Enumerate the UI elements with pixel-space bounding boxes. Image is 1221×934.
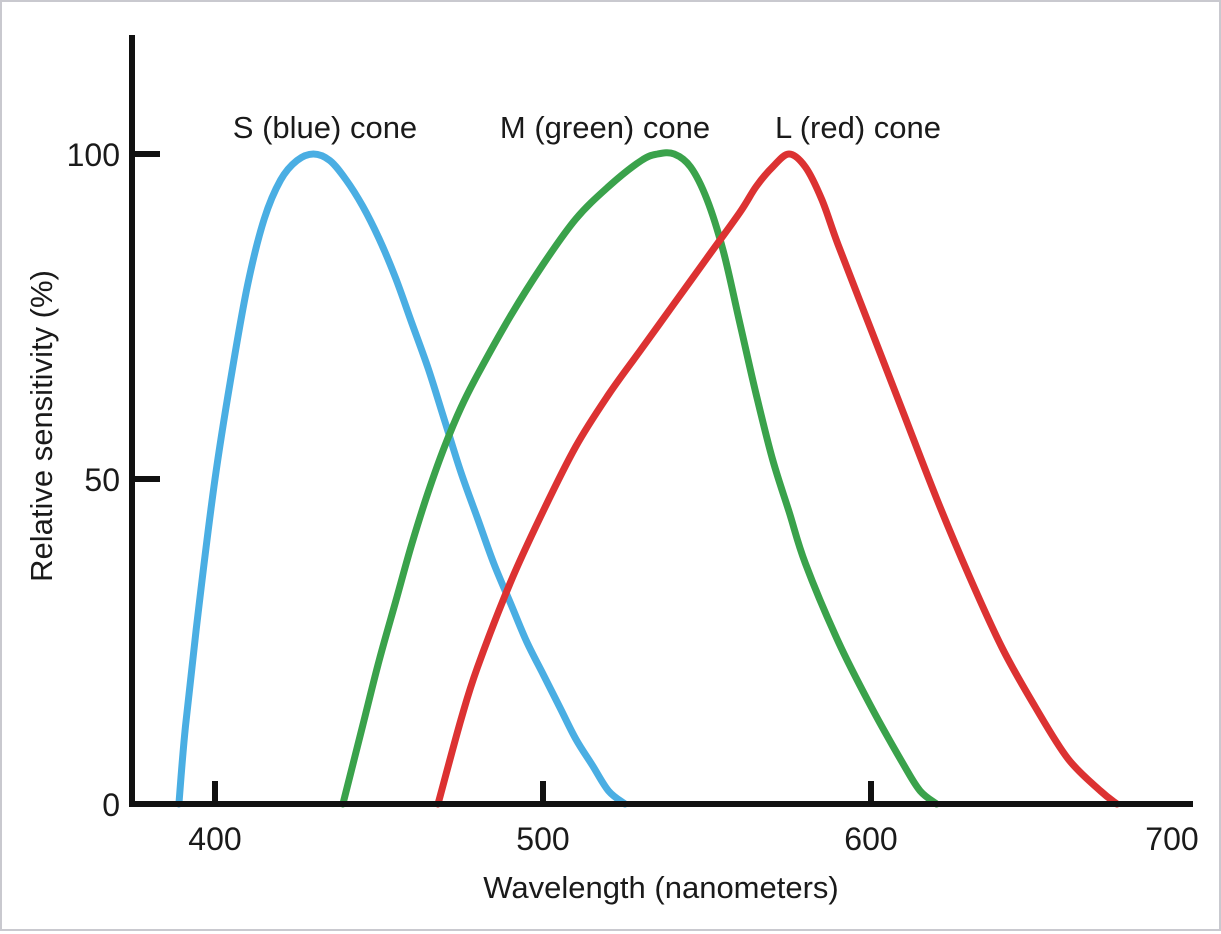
x-tick-label-600: 600 [844, 821, 897, 857]
x-tick-label-700: 700 [1145, 821, 1198, 857]
y-tick-label-50: 50 [84, 462, 120, 498]
x-axis-title: Wavelength (nanometers) [483, 870, 839, 905]
x-tick-label-500: 500 [516, 821, 569, 857]
series-label-m-cone: M (green) cone [500, 110, 710, 145]
series-label-l-cone: L (red) cone [775, 110, 941, 145]
labels-layer: 400 500 600 700 0 50 100 [67, 137, 1199, 857]
y-tick-label-0: 0 [102, 787, 120, 823]
series-label-s-cone: S (blue) cone [233, 110, 417, 145]
series-line-s-blue-cone [175, 150, 629, 808]
axes-layer [129, 35, 1193, 807]
series-line-l-red-cone [434, 150, 1121, 808]
y-tick-label-100: 100 [67, 137, 120, 173]
y-axis-title: Relative sensitivity (%) [24, 270, 59, 582]
series-layer [175, 149, 1121, 808]
x-tick-label-400: 400 [188, 821, 241, 857]
series-line-m-green-cone [339, 149, 941, 808]
